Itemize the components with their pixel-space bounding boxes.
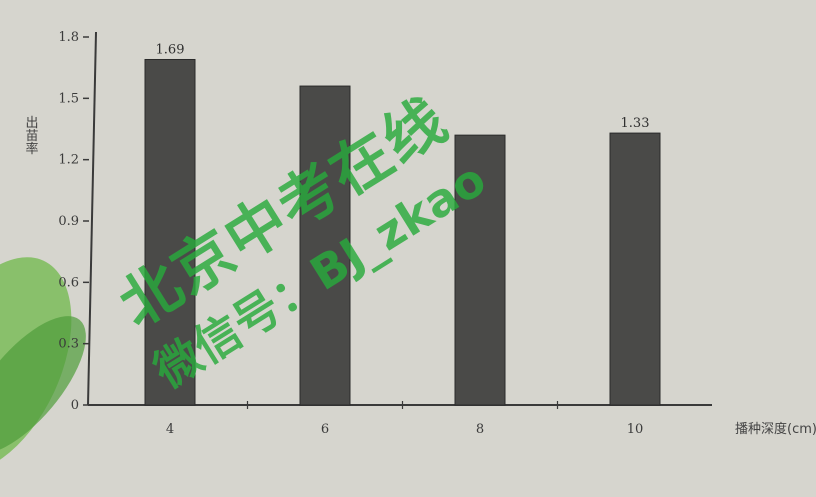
data-label: 1.69 <box>156 42 185 57</box>
y-tick-label: 1.2 <box>58 153 79 168</box>
bar <box>300 86 350 405</box>
y-tick-label: 0.6 <box>58 275 79 290</box>
x-axis-title: 播种深度(cm) <box>735 421 816 437</box>
tick-labels: 0 0.3 0.6 0.9 1.2 1.5 1.8 4 6 8 10 播种深度(cm) 出苗率 <box>23 30 816 437</box>
bar-series <box>145 59 660 405</box>
x-tick-label: 4 <box>166 422 174 437</box>
bar <box>145 59 195 405</box>
y-axis-line <box>88 32 96 405</box>
bar <box>610 133 660 405</box>
x-tick-label: 8 <box>476 422 484 437</box>
x-tick-label: 10 <box>627 422 644 437</box>
y-axis-title: 出苗率 <box>23 116 39 155</box>
y-tick-label: 0.9 <box>58 214 79 229</box>
y-tick-label: 1.8 <box>58 30 79 45</box>
bar-chart: 1.69 1.33 0 0.3 0.6 0.9 1.2 1.5 1.8 4 6 8 10 播种深度(cm… <box>0 0 816 451</box>
y-tick-label: 0 <box>71 398 79 413</box>
data-label: 1.33 <box>621 116 650 131</box>
y-tick-label: 1.5 <box>58 91 79 106</box>
data-labels: 1.69 1.33 <box>156 42 650 131</box>
bar <box>455 135 505 405</box>
x-tick-label: 6 <box>321 422 329 437</box>
y-tick-label: 0.3 <box>58 337 79 352</box>
